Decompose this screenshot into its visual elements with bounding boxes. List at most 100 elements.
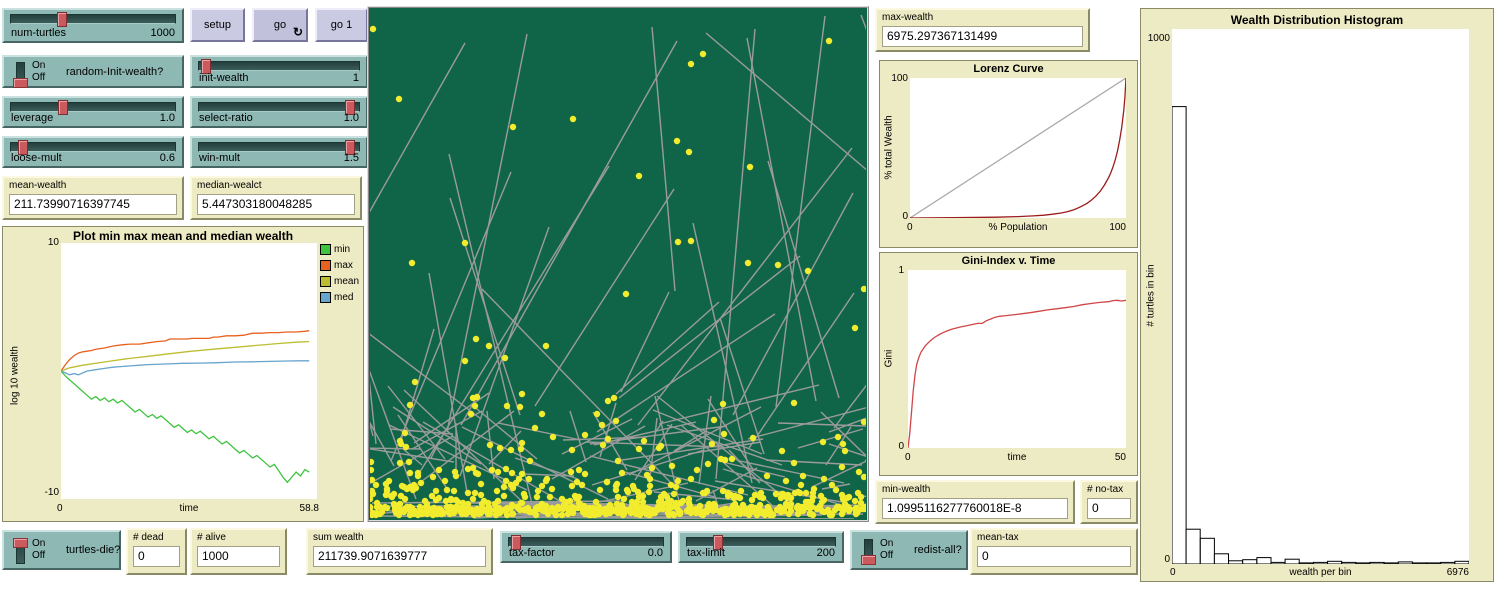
redist-all-switch[interactable]: On Off redist-all? <box>850 530 968 570</box>
x-axis-label: wealth per bin <box>1289 567 1352 578</box>
switch-off-label: Off <box>32 550 46 561</box>
monitor-label: min-wealth <box>882 484 931 495</box>
slider-handle[interactable] <box>56 12 67 27</box>
x-tick: 6976 <box>1446 567 1469 578</box>
x-tick: 100 <box>1109 222 1126 233</box>
go-once-button[interactable]: go 1 <box>315 8 368 42</box>
setup-button[interactable]: setup <box>190 8 245 42</box>
gini-plot-area <box>908 270 1126 448</box>
median-wealct-monitor: median-wealct 5.447303180048285 <box>190 176 362 220</box>
legend-item: min <box>320 241 359 257</box>
x-axis-label: time <box>1007 452 1027 463</box>
switch-on-label: On <box>32 60 46 71</box>
slider-value: 1.0 <box>159 112 175 124</box>
legend-item: med <box>320 289 359 305</box>
plot-title: Gini-Index v. Time <box>961 255 1056 267</box>
y-tick: 1 <box>898 265 904 276</box>
y-axis-label: log 10 wealth <box>9 346 21 405</box>
slider-handle[interactable] <box>712 535 723 550</box>
plot-title: Lorenz Curve <box>973 63 1044 75</box>
slider-label: tax-factor <box>509 547 555 559</box>
monitor-value: 211.73990716397745 <box>9 194 177 215</box>
slider-label: select-ratio <box>199 112 253 124</box>
y-tick: 0 <box>898 441 904 452</box>
slider-label: init-wealth <box>199 72 249 84</box>
no-tax-monitor: # no-tax 0 <box>1080 480 1138 524</box>
switch-track[interactable] <box>861 539 876 565</box>
monitor-label: max-wealth <box>882 12 934 23</box>
x-tick: 50 <box>1114 452 1126 463</box>
select-ratio-slider[interactable]: select-ratio 1.0 <box>190 96 368 128</box>
slider-label: win-mult <box>199 152 240 164</box>
slider-track[interactable] <box>198 102 360 112</box>
monitor-value: 1.0995116277760018E-8 <box>882 498 1068 519</box>
world-canvas[interactable] <box>370 9 866 519</box>
y-tick: 0 <box>902 211 908 222</box>
x-tick: 0 <box>907 222 913 233</box>
monitor-label: mean-tax <box>977 532 1019 543</box>
y-tick: -10 <box>44 487 59 498</box>
switch-on-label: On <box>880 538 894 549</box>
init-wealth-slider[interactable]: init-wealth 1 <box>190 55 368 88</box>
slider-track[interactable] <box>198 142 360 152</box>
x-tick: 58.8 <box>299 503 319 514</box>
switch-on-label: On <box>32 538 46 549</box>
switch-off-label: Off <box>32 72 46 83</box>
switch-off-label: Off <box>880 550 894 561</box>
y-axis-label: % total Wealth <box>883 115 895 180</box>
num-turtles-slider[interactable]: num-turtles 1000 <box>2 8 184 43</box>
slider-value: 1.5 <box>343 152 359 164</box>
slider-handle[interactable] <box>201 59 212 74</box>
legend-item: max <box>320 257 359 273</box>
y-tick: 100 <box>891 73 908 84</box>
slider-track[interactable] <box>508 537 664 547</box>
slider-track[interactable] <box>10 102 176 112</box>
switch-handle[interactable] <box>13 538 28 548</box>
switch-handle[interactable] <box>861 555 876 565</box>
x-axis-label: % Population <box>988 222 1048 233</box>
x-axis-label: time <box>179 503 199 514</box>
tax-limit-slider[interactable]: tax-limit 200 <box>678 531 844 563</box>
go-button[interactable]: go ↻ <box>252 8 308 42</box>
slider-track[interactable] <box>10 142 176 152</box>
lorenz-plot-widget: Lorenz Curve 100 0 % total Wealth 0 % Po… <box>879 60 1138 248</box>
monitor-value: 6975.297367131499 <box>882 26 1083 47</box>
switch-handle[interactable] <box>13 78 28 88</box>
legend-swatch-med <box>320 291 331 303</box>
leverage-slider[interactable]: leverage 1.0 <box>2 96 184 128</box>
tax-factor-slider[interactable]: tax-factor 0.0 <box>500 531 672 563</box>
win-mult-slider[interactable]: win-mult 1.5 <box>190 136 368 168</box>
x-tick: 0 <box>57 503 63 514</box>
slider-handle[interactable] <box>58 100 69 115</box>
slider-track[interactable] <box>10 14 176 24</box>
world-view[interactable] <box>367 6 869 522</box>
forever-icon: ↻ <box>292 25 303 39</box>
loose-mult-slider[interactable]: loose-mult 0.6 <box>2 136 184 168</box>
go-once-button-label: go 1 <box>330 19 353 31</box>
slider-handle[interactable] <box>17 140 28 155</box>
x-tick: 0 <box>1170 567 1176 578</box>
histogram-widget: Wealth Distribution Histogram 1000 0 # t… <box>1140 8 1494 582</box>
slider-handle[interactable] <box>345 140 356 155</box>
plot-legend: min max mean med <box>320 241 359 305</box>
switch-track[interactable] <box>13 62 28 88</box>
random-init-wealth-switch[interactable]: On Off random-Init-wealth? <box>2 55 184 88</box>
wealth-plot-area <box>61 243 317 499</box>
mean-tax-monitor: mean-tax 0 <box>970 528 1138 575</box>
turtles-die-switch[interactable]: On Off turtles-die? <box>2 530 121 570</box>
legend-swatch-min <box>320 243 331 255</box>
slider-value: 0.6 <box>159 152 175 164</box>
dead-monitor: # dead 0 <box>126 528 187 575</box>
slider-label: num-turtles <box>11 27 67 39</box>
legend-label: med <box>334 291 354 303</box>
switch-track[interactable] <box>13 538 28 564</box>
slider-value: 0.0 <box>647 547 663 559</box>
slider-value: 1000 <box>150 27 175 39</box>
slider-track[interactable] <box>198 61 360 71</box>
slider-handle[interactable] <box>510 535 521 550</box>
slider-handle[interactable] <box>345 100 356 115</box>
slider-label: leverage <box>11 112 54 124</box>
mean-wealth-monitor: mean-wealth 211.73990716397745 <box>2 176 184 220</box>
monitor-value: 5.447303180048285 <box>197 194 355 215</box>
slider-track[interactable] <box>686 537 836 547</box>
